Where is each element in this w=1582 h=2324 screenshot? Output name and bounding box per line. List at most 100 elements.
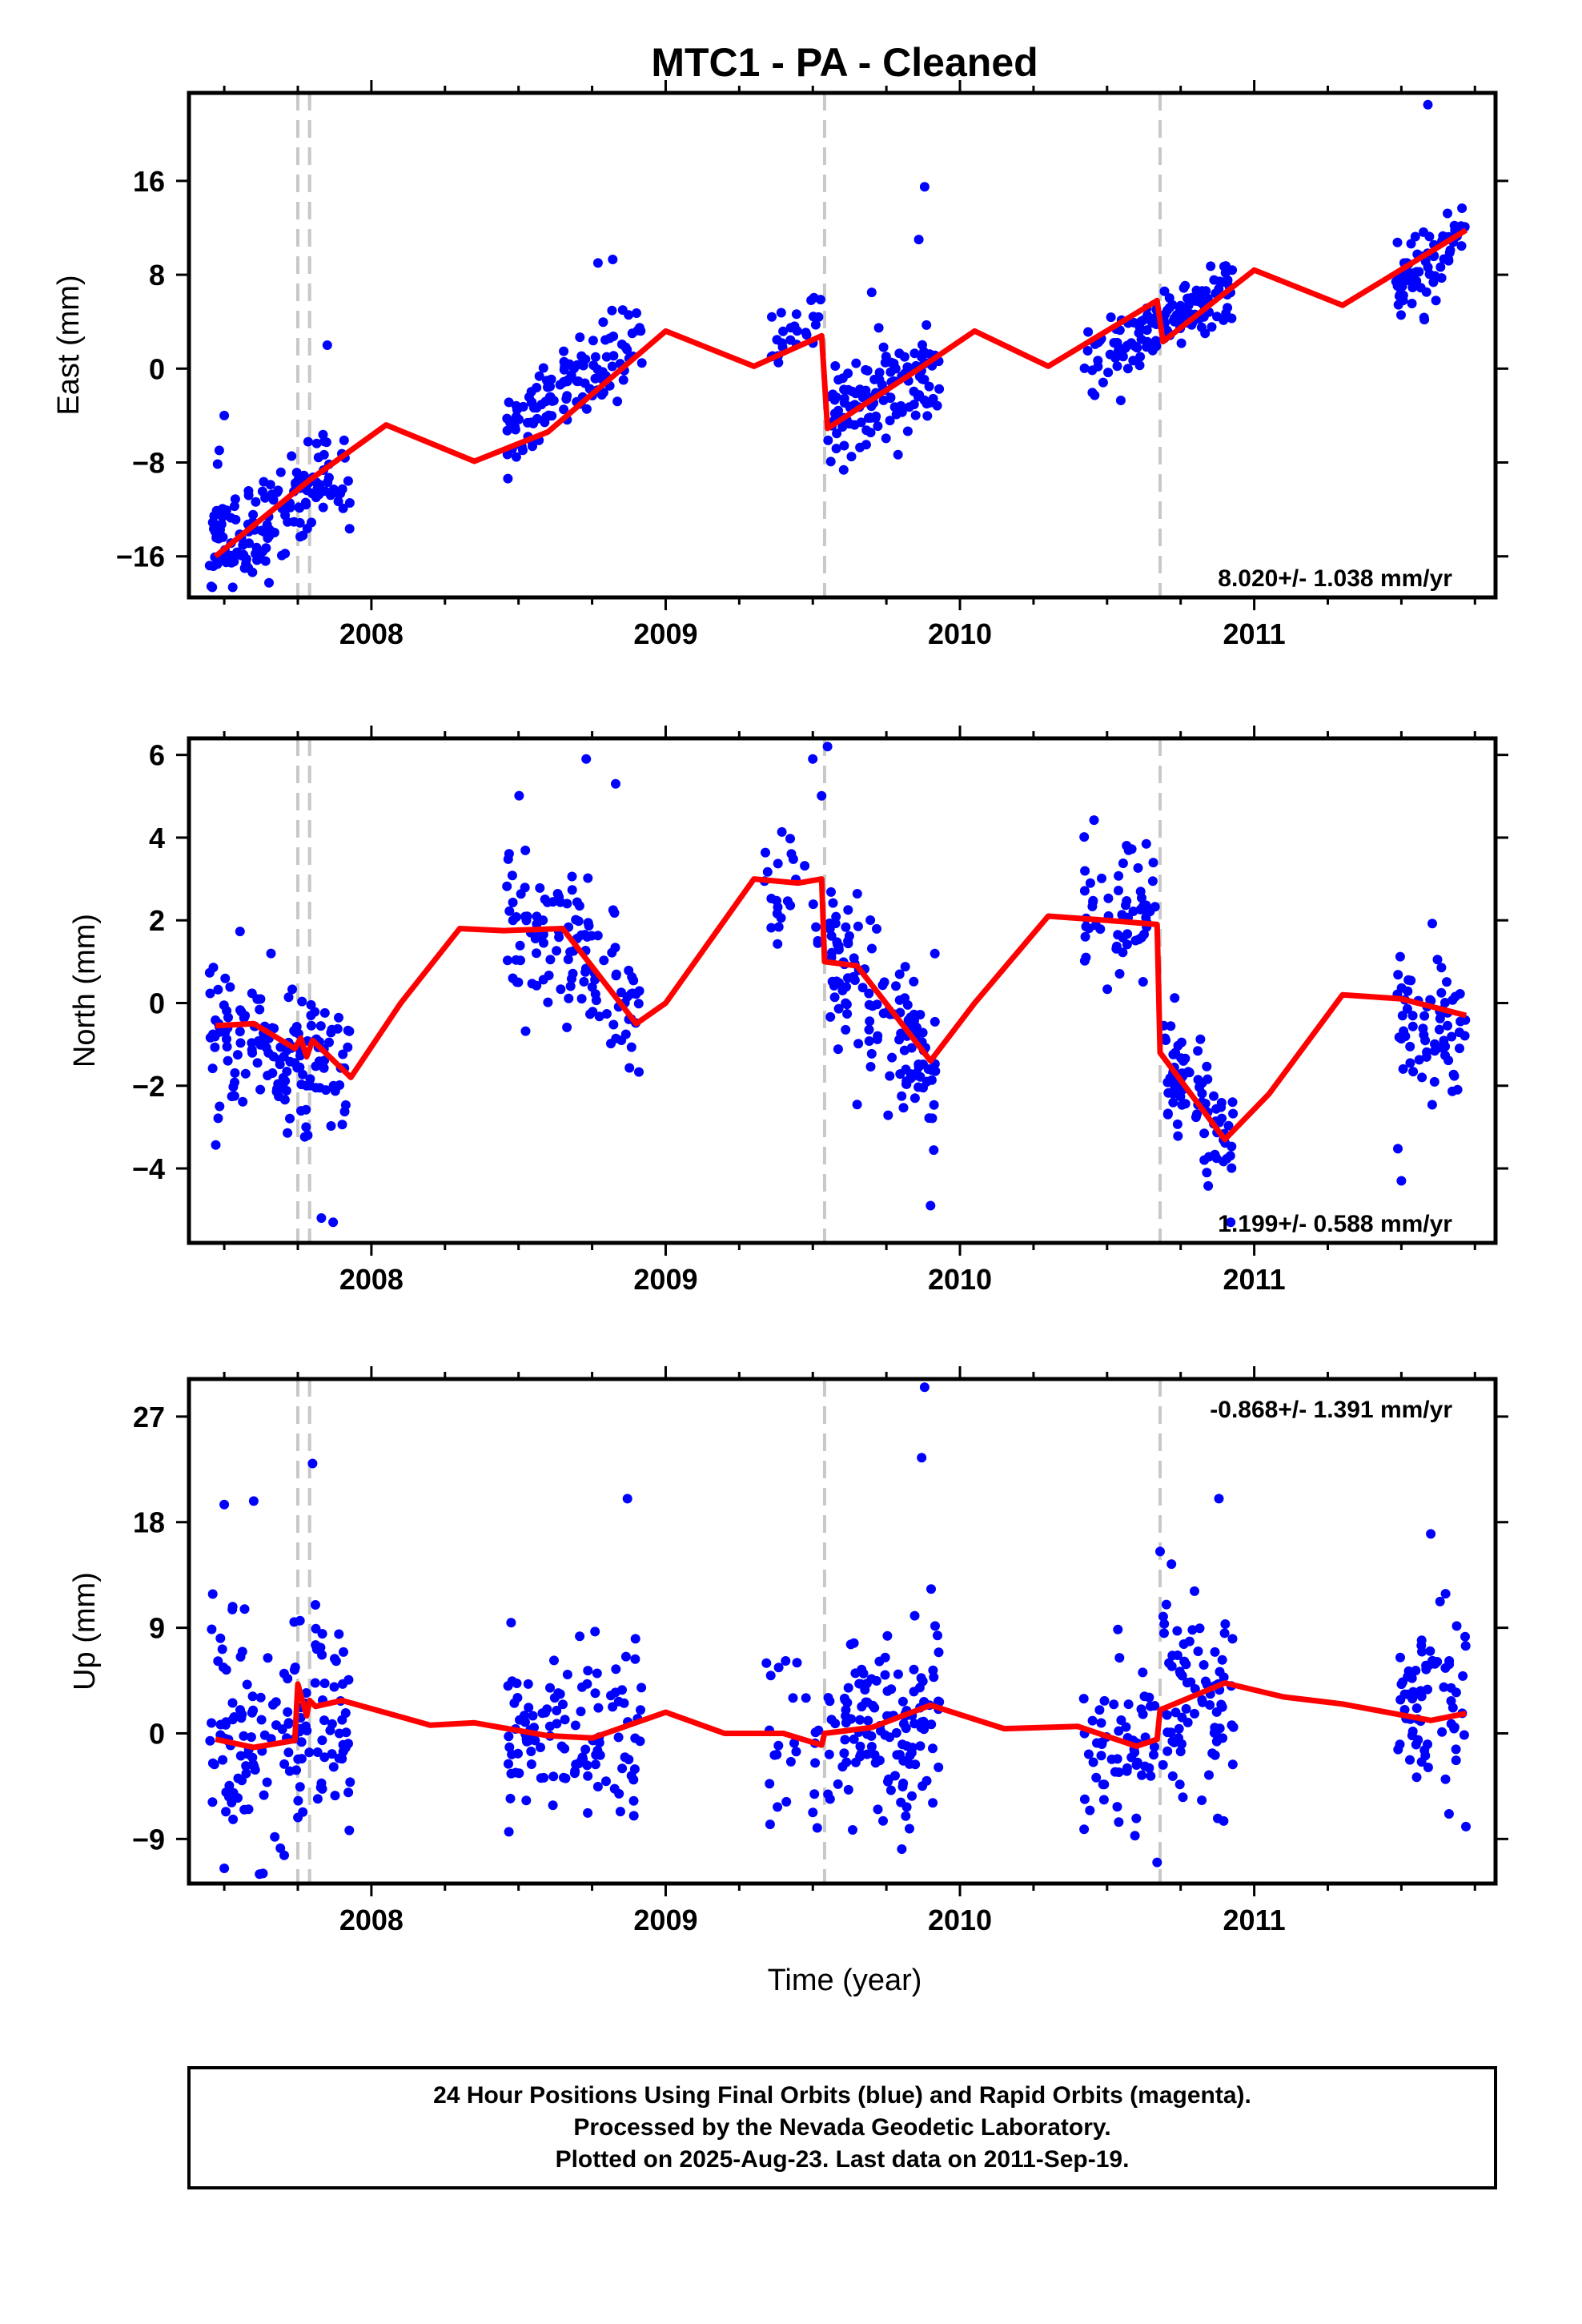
up-data-point [622, 1494, 632, 1504]
north-data-point [825, 1011, 836, 1022]
east-data-point [885, 416, 895, 426]
north-data-point [1166, 1021, 1176, 1031]
up-data-point [610, 1687, 620, 1698]
east-data-point [532, 383, 542, 392]
east-data-point [620, 342, 631, 352]
up-data-point [312, 1794, 323, 1804]
east-data-point [280, 510, 291, 521]
east-data-point [801, 328, 811, 338]
up-frame [187, 1377, 1498, 1886]
east-data-point [264, 531, 275, 541]
north-data-point [1455, 1043, 1464, 1054]
up-data-point [846, 1714, 857, 1724]
north-data-point [1447, 995, 1458, 1005]
north-data-point [906, 1043, 917, 1053]
up-data-point [279, 1850, 289, 1860]
up-data-point [929, 1672, 939, 1683]
north-data-point [776, 913, 786, 923]
north-data-point [1088, 895, 1098, 906]
north-data-point [841, 1024, 851, 1035]
up-data-point [1425, 1646, 1435, 1656]
up-data-point [301, 1688, 311, 1698]
east-data-point [919, 374, 930, 384]
up-data-point [329, 1682, 339, 1692]
north-data-point [1141, 838, 1151, 849]
up-data-point [917, 1781, 928, 1791]
east-data-point [1093, 361, 1103, 372]
east-data-point [1219, 315, 1229, 325]
north-data-point [222, 1034, 231, 1044]
east-data-point [1407, 299, 1417, 308]
up-data-point [874, 1755, 885, 1766]
north-data-point [1440, 1050, 1450, 1060]
up-data-point [207, 1797, 218, 1807]
east-data-point [221, 557, 231, 568]
north-data-point [335, 1080, 345, 1090]
east-data-point [1087, 388, 1098, 398]
north-data-point [853, 921, 863, 931]
north-data-point [508, 897, 518, 907]
north-data-point [516, 955, 525, 966]
north-data-point [1133, 862, 1143, 873]
north-data-point [1191, 1112, 1201, 1123]
north-data-point [773, 939, 783, 949]
north-data-point [1195, 1034, 1206, 1044]
east-data-point [229, 501, 239, 512]
north-data-point [563, 955, 573, 964]
east-data-point [541, 412, 552, 422]
east-data-point [910, 410, 921, 420]
north-data-point [271, 1087, 282, 1096]
up-data-point [883, 1776, 893, 1787]
up-data-point [227, 1602, 238, 1612]
up-data-point [1198, 1697, 1208, 1707]
up-data-point [874, 1656, 885, 1667]
up-data-point [839, 1748, 849, 1759]
north-data-point [579, 976, 589, 987]
north-data-point [841, 998, 851, 1008]
north-data-point [1393, 970, 1403, 980]
north-data-point [316, 1213, 327, 1223]
up-data-point [295, 1782, 305, 1792]
up-data-point [513, 1748, 523, 1759]
north-data-point [520, 1026, 531, 1036]
up-data-point [339, 1647, 348, 1657]
up-data-point [242, 1679, 252, 1690]
up-data-point [1416, 1635, 1427, 1646]
up-data-point [1114, 1726, 1124, 1736]
up-data-point [1137, 1770, 1147, 1780]
north-data-point [611, 1033, 621, 1043]
east-data-point [785, 323, 796, 333]
north-data-point [601, 1009, 612, 1019]
up-data-point [617, 1763, 628, 1774]
north-data-point [1397, 1011, 1407, 1021]
up-data-point [592, 1745, 603, 1755]
north-data-point [1420, 1035, 1431, 1046]
up-data-point [239, 1731, 249, 1741]
east-data-point [1098, 377, 1108, 388]
up-data-point [810, 1758, 821, 1768]
up-data-point [1094, 1705, 1105, 1715]
east-data-point [1178, 307, 1189, 317]
east-data-point [1103, 368, 1114, 378]
north-data-point [1417, 1072, 1427, 1083]
up-data-point [930, 1621, 940, 1631]
east-data-point [318, 502, 328, 513]
up-data-point [241, 1761, 251, 1771]
north-data-point [1089, 815, 1099, 826]
north-xtick-label: 2008 [339, 1263, 404, 1296]
north-ytick-label: 6 [149, 739, 165, 772]
up-ytick-label: −9 [132, 1823, 165, 1856]
east-data-point [275, 467, 286, 477]
north-data-point [885, 1071, 895, 1081]
east-data-point [889, 402, 900, 412]
east-data-point [562, 391, 572, 401]
north-data-point [853, 1039, 864, 1049]
up-data-point [1411, 1772, 1422, 1783]
up-data-point [897, 1739, 908, 1750]
up-data-point [1193, 1647, 1203, 1656]
east-data-point [881, 433, 891, 444]
up-data-point [1174, 1733, 1183, 1743]
north-data-point [279, 1051, 289, 1062]
up-data-point [812, 1823, 822, 1833]
